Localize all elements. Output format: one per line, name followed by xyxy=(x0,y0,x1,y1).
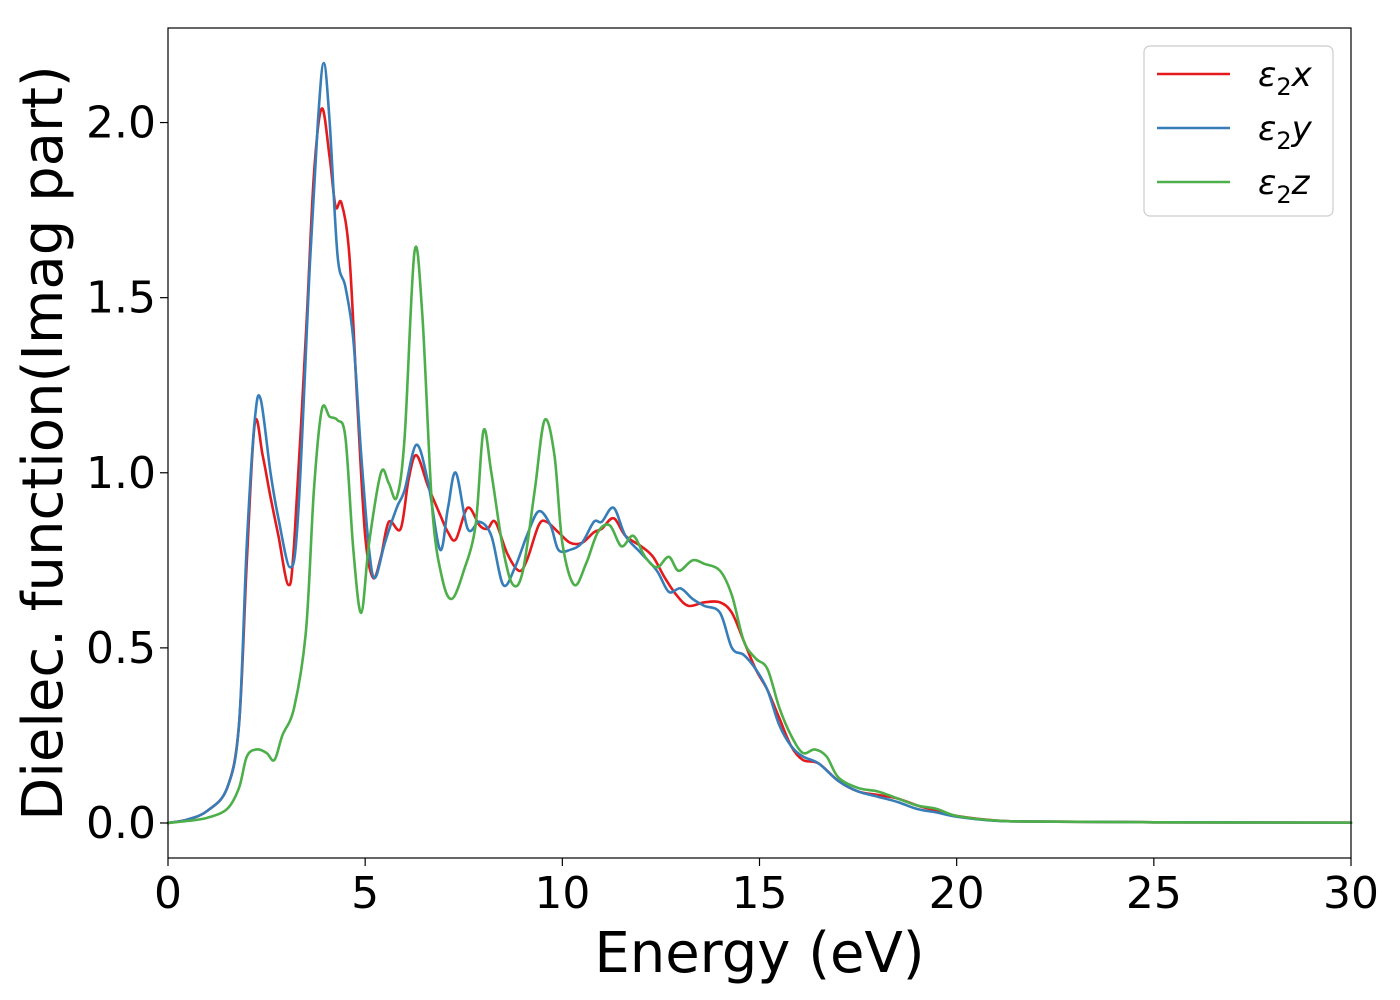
y-tick-label: 0.5 xyxy=(86,623,156,674)
x-tick-label: 25 xyxy=(1126,868,1182,919)
x-tick-label: 5 xyxy=(351,868,379,919)
series-line-x xyxy=(166,107,1353,825)
legend-label-y: ε2y xyxy=(1258,109,1313,155)
x-tick-label: 0 xyxy=(154,868,182,919)
legend-subscript: 2 xyxy=(1276,127,1291,155)
series-layer xyxy=(166,61,1353,825)
legend-variable: y xyxy=(1291,109,1313,149)
series-line-y xyxy=(166,61,1353,825)
y-tick-label: 0.0 xyxy=(86,798,156,849)
legend-subscript: 2 xyxy=(1276,73,1291,101)
x-axis-title: Energy (eV) xyxy=(594,921,924,986)
y-axis-title: Dielec. function(Imag part) xyxy=(11,65,76,821)
legend-symbol: ε xyxy=(1258,109,1276,149)
legend-symbol: ε xyxy=(1258,55,1276,95)
legend-variable: z xyxy=(1291,163,1311,203)
legend-box xyxy=(1143,45,1334,217)
x-tick-label: 10 xyxy=(534,868,590,919)
legend-variable: x xyxy=(1291,55,1313,95)
x-tick-label: 30 xyxy=(1323,868,1379,919)
legend-label-x: ε2x xyxy=(1258,55,1313,101)
legend-subscript: 2 xyxy=(1276,181,1291,209)
y-tick-label: 2.0 xyxy=(86,98,156,149)
ticks-layer: 0 5 10 15 20 25 30 0.0 0.5 1.0 1.5 2.0 xyxy=(86,98,1379,919)
legend-label-z: ε2z xyxy=(1258,163,1311,209)
y-tick-label: 1.5 xyxy=(86,273,156,324)
x-tick-label: 20 xyxy=(929,868,985,919)
x-tick-label: 15 xyxy=(732,868,788,919)
series-line-z xyxy=(166,245,1353,825)
y-tick-label: 1.0 xyxy=(86,448,156,499)
legend-symbol: ε xyxy=(1258,163,1276,203)
